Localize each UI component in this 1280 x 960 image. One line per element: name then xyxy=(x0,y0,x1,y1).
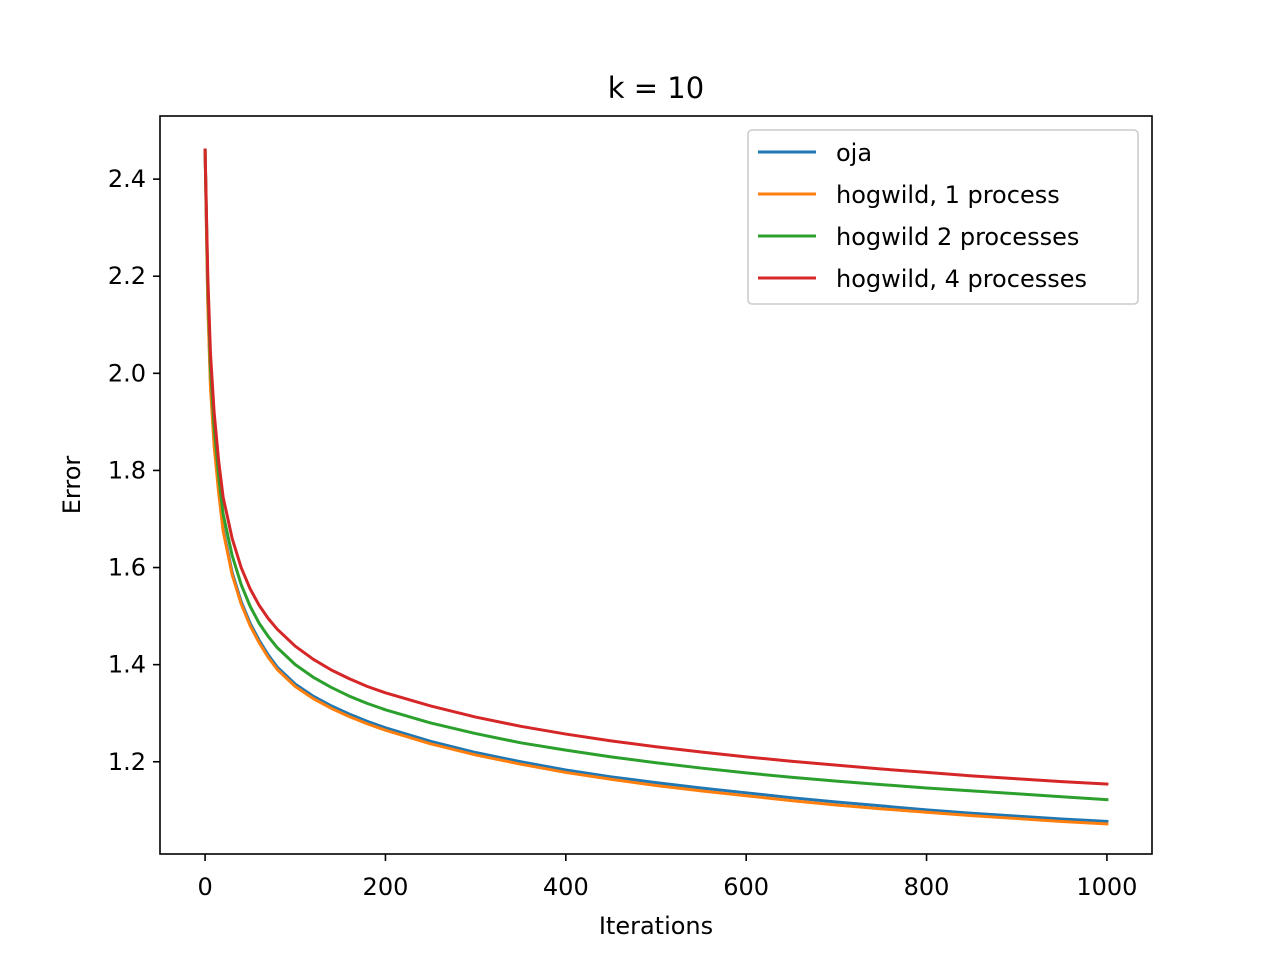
y-tick-label: 1.8 xyxy=(108,456,146,484)
legend-label-1: oja xyxy=(836,139,872,167)
legend-label-3: hogwild 2 processes xyxy=(836,223,1079,251)
series-line-3 xyxy=(203,148,1109,802)
x-tick-label: 600 xyxy=(723,873,769,901)
x-tick-label: 0 xyxy=(197,873,212,901)
y-tick-label: 2.0 xyxy=(108,359,146,387)
series-line-2 xyxy=(203,148,1109,826)
y-tick-label: 1.2 xyxy=(108,748,146,776)
y-tick-label: 1.6 xyxy=(108,554,146,582)
axes-frame xyxy=(159,115,1153,855)
legend: oja hogwild, 1 process hogwild 2 processes… xyxy=(747,129,1139,305)
y-tick-label: 2.2 xyxy=(108,262,146,290)
x-tick-label: 200 xyxy=(363,873,409,901)
legend-label-2: hogwild, 1 process xyxy=(836,181,1060,209)
legend-label-4: hogwild, 4 processes xyxy=(836,265,1087,293)
x-tick-label: 1000 xyxy=(1076,873,1137,901)
series-layer xyxy=(203,148,1109,826)
series-line-4 xyxy=(203,148,1109,786)
x-tick-label: 400 xyxy=(543,873,589,901)
chart-title: k = 10 xyxy=(608,71,704,105)
y-axis: 1.2 1.4 1.6 1.8 2.0 2.2 2.4 xyxy=(108,165,160,776)
legend-box xyxy=(747,129,1139,305)
x-tick-label: 800 xyxy=(904,873,950,901)
legend-items: oja hogwild, 1 process hogwild 2 processes… xyxy=(758,139,1087,293)
y-axis-label: Error xyxy=(58,456,86,515)
plot-area xyxy=(159,115,1153,855)
x-axis: 0 200 400 600 800 1000 xyxy=(197,854,1137,901)
y-tick-label: 1.4 xyxy=(108,651,146,679)
y-tick-label: 2.4 xyxy=(108,165,146,193)
x-axis-label: Iterations xyxy=(599,912,713,940)
